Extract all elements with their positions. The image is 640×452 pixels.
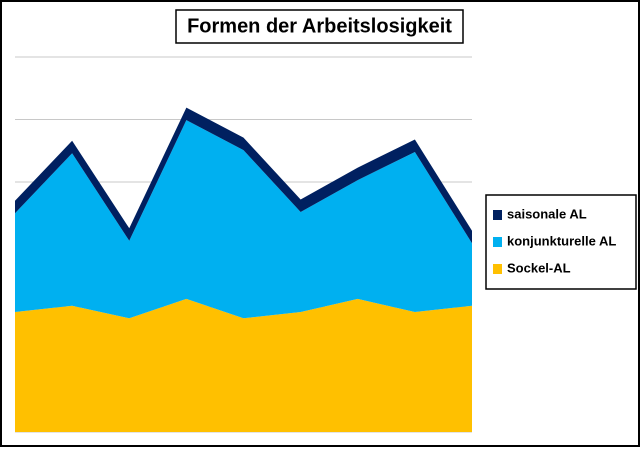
legend-label: konjunkturelle AL: [507, 233, 616, 248]
title-box: [175, 9, 464, 44]
area: [15, 120, 472, 319]
legend-label: saisonale AL: [507, 206, 587, 221]
legend-box: [485, 194, 637, 290]
legend: saisonale AL konjunkturelle AL Sockel-AL: [493, 206, 616, 275]
legend-swatch: [493, 237, 502, 247]
plot-area: [15, 56, 472, 433]
area: [15, 298, 472, 432]
legend-swatch: [493, 264, 502, 274]
legend-label: Sockel-AL: [507, 260, 571, 275]
chart-title: Formen der Arbeitslosigkeit: [187, 15, 452, 37]
legend-swatch: [493, 210, 502, 220]
